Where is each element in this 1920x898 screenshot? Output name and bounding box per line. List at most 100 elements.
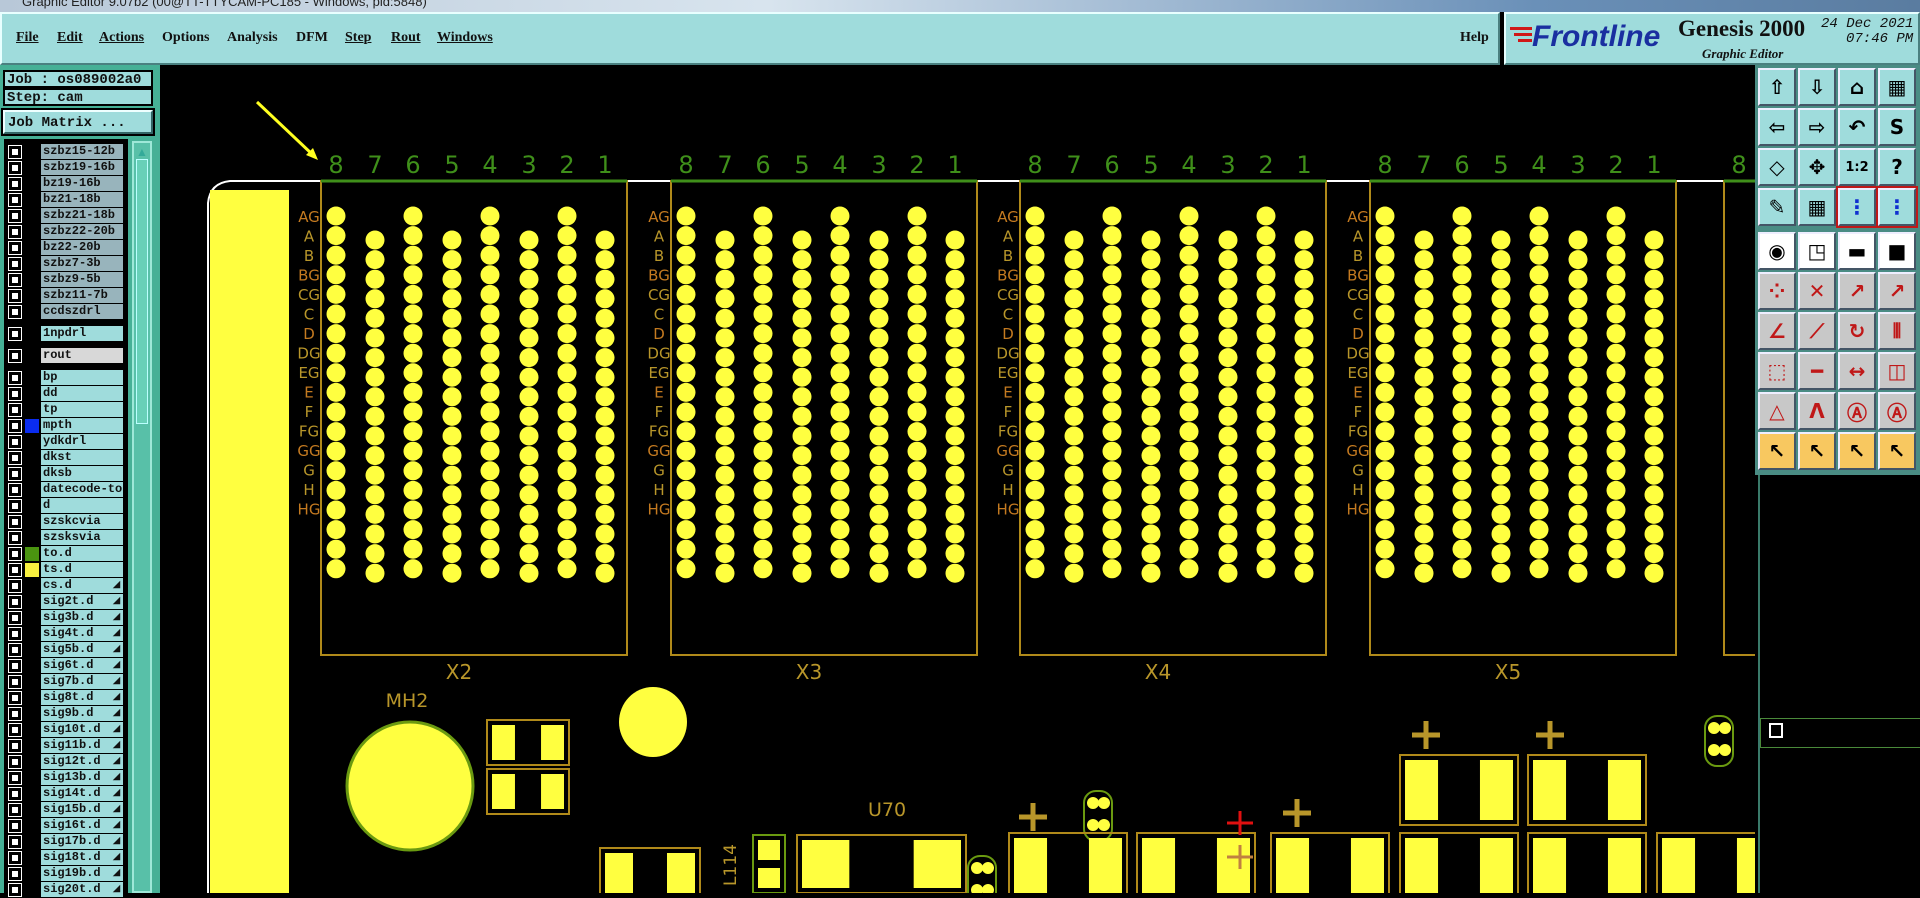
layer-name[interactable]: sig3b.d ◢ xyxy=(41,610,123,625)
layer-name[interactable]: cs.d ◢ xyxy=(41,578,123,593)
layer-name[interactable]: sig18t.d ◢ xyxy=(41,850,123,865)
layer-checkbox[interactable] xyxy=(8,627,22,641)
angle-line-icon[interactable]: ∠ xyxy=(1758,312,1796,350)
layer-row[interactable]: ccdszdrl xyxy=(6,304,124,320)
triangle-icon[interactable]: △ xyxy=(1758,392,1796,430)
menu-analysis[interactable]: Analysis xyxy=(227,30,278,45)
layer-checkbox[interactable] xyxy=(8,349,22,363)
scrollbar-thumb[interactable] xyxy=(136,159,148,424)
layer-checkbox[interactable] xyxy=(8,547,22,561)
layer-row[interactable]: ts.d xyxy=(6,562,124,578)
layer-name[interactable]: sig13b.d ◢ xyxy=(41,770,123,785)
layer-row[interactable]: sig14t.d ◢ xyxy=(6,786,124,802)
layer-row[interactable]: dd xyxy=(6,386,124,402)
layer-row[interactable]: szsksvia xyxy=(6,530,124,546)
menu-step[interactable]: Step xyxy=(345,30,372,45)
layer-name[interactable]: sig8t.d ◢ xyxy=(41,690,123,705)
layer-checkbox[interactable] xyxy=(8,515,22,529)
help-icon[interactable]: ? xyxy=(1878,148,1916,186)
layer-name[interactable]: sig15b.d ◢ xyxy=(41,802,123,817)
layer-name[interactable]: 1npdrl xyxy=(41,326,123,341)
move-pad-icon[interactable]: ↗ xyxy=(1878,272,1916,310)
layer-name[interactable]: sig2t.d ◢ xyxy=(41,594,123,609)
layer-name[interactable]: sig5b.d ◢ xyxy=(41,642,123,657)
layer-row[interactable]: rout xyxy=(6,348,124,364)
layer-checkbox[interactable] xyxy=(8,611,22,625)
layer-row[interactable]: bz19-16b xyxy=(6,176,124,192)
xy-grid-icon[interactable]: ▦ xyxy=(1878,68,1916,106)
layer-name[interactable]: bp xyxy=(41,370,123,385)
layer-color-swatch[interactable] xyxy=(25,563,39,577)
arch-icon-2[interactable]: Ⓐ xyxy=(1838,392,1876,430)
layer-checkbox[interactable] xyxy=(8,289,22,303)
rotate-icon[interactable]: ↻ xyxy=(1838,312,1876,350)
mirror-icon[interactable]: ⫴ xyxy=(1878,312,1916,350)
layer-checkbox[interactable] xyxy=(8,257,22,271)
menu-help[interactable]: Help xyxy=(1460,30,1489,45)
pad-outline-icon[interactable]: ■ xyxy=(1878,232,1916,270)
layer-row[interactable]: sig10t.d ◢ xyxy=(6,722,124,738)
layer-name[interactable]: sig12t.d ◢ xyxy=(41,754,123,769)
layer-row[interactable]: datecode-to xyxy=(6,482,124,498)
layer-row[interactable]: sig6t.d ◢ xyxy=(6,658,124,674)
segment-icon[interactable]: ━ xyxy=(1798,352,1836,390)
layer-row[interactable]: sig20t.d ◢ xyxy=(6,882,124,898)
move-square-icon[interactable]: ⬚ xyxy=(1758,352,1796,390)
layer-row[interactable]: sig8t.d ◢ xyxy=(6,690,124,706)
layer-color-swatch[interactable] xyxy=(25,547,39,561)
layer-row[interactable]: bz21-18b xyxy=(6,192,124,208)
menu-windows[interactable]: Windows xyxy=(437,30,493,45)
layer-name[interactable]: sig6t.d ◢ xyxy=(41,658,123,673)
pointer-icon[interactable]: ↖ xyxy=(1758,432,1796,470)
layer-name[interactable]: szsksvia xyxy=(41,530,123,545)
layer-checkbox[interactable] xyxy=(8,691,22,705)
layer-row[interactable]: sig4t.d ◢ xyxy=(6,626,124,642)
layer-row[interactable]: 1npdrl xyxy=(6,326,124,342)
pointer-box-icon[interactable]: ↖ xyxy=(1798,432,1836,470)
netlist-icon-2[interactable]: ⋮ xyxy=(1876,186,1918,228)
layer-checkbox[interactable] xyxy=(8,531,22,545)
layer-name[interactable]: rout xyxy=(41,348,123,363)
layer-checkbox[interactable] xyxy=(8,851,22,865)
layer-checkbox[interactable] xyxy=(8,579,22,593)
layer-name[interactable]: ccdszdrl xyxy=(41,304,123,319)
menu-options[interactable]: Options xyxy=(162,30,210,45)
layer-checkbox[interactable] xyxy=(8,371,22,385)
layer-checkbox[interactable] xyxy=(8,327,22,341)
line-icon[interactable]: ⟋ xyxy=(1798,312,1836,350)
layer-row[interactable]: szskcvia xyxy=(6,514,124,530)
layer-row[interactable]: szbz21-18b xyxy=(6,208,124,224)
menu-actions[interactable]: Actions xyxy=(99,30,145,45)
layer-row[interactable]: ydkdrl xyxy=(6,434,124,450)
layer-name[interactable]: szbz9-5b xyxy=(41,272,123,287)
layer-checkbox[interactable] xyxy=(8,273,22,287)
layer-checkbox[interactable] xyxy=(8,451,22,465)
netlist-icon-1[interactable]: ⋮ xyxy=(1836,186,1878,228)
layer-checkbox[interactable] xyxy=(8,659,22,673)
layer-row[interactable]: sig15b.d ◢ xyxy=(6,802,124,818)
layer-name[interactable]: szbz7-3b xyxy=(41,256,123,271)
zoom-fit-icon[interactable]: ◇ xyxy=(1758,148,1796,186)
menu-file[interactable]: File xyxy=(16,30,39,45)
zoom-down-icon[interactable]: ⇩ xyxy=(1798,68,1836,106)
layer-row[interactable]: mpth xyxy=(6,418,124,434)
layer-color-swatch[interactable] xyxy=(25,419,39,433)
layer-name[interactable]: sig16t.d ◢ xyxy=(41,818,123,833)
layer-name[interactable]: szbz11-7b xyxy=(41,288,123,303)
overlap-icon[interactable]: ◫ xyxy=(1878,352,1916,390)
layer-row[interactable]: sig2t.d ◢ xyxy=(6,594,124,610)
layer-name[interactable]: szskcvia xyxy=(41,514,123,529)
arch-icon-1[interactable]: Λ xyxy=(1798,392,1836,430)
layer-row[interactable]: d xyxy=(6,498,124,514)
layer-name[interactable]: szbz21-18b xyxy=(41,208,123,223)
layer-name[interactable]: sig19b.d ◢ xyxy=(41,866,123,881)
menu-edit[interactable]: Edit xyxy=(57,30,83,45)
move-point-icon[interactable]: ↗ xyxy=(1838,272,1876,310)
scroll-up-arrow-icon[interactable]: ▲ xyxy=(136,145,148,159)
layer-name[interactable]: bz21-18b xyxy=(41,192,123,207)
layer-checkbox[interactable] xyxy=(8,643,22,657)
feature-select-icon[interactable]: ◳ xyxy=(1798,232,1836,270)
layer-name[interactable]: dksb xyxy=(41,466,123,481)
zoom-out-up-icon[interactable]: ⇧ xyxy=(1758,68,1796,106)
